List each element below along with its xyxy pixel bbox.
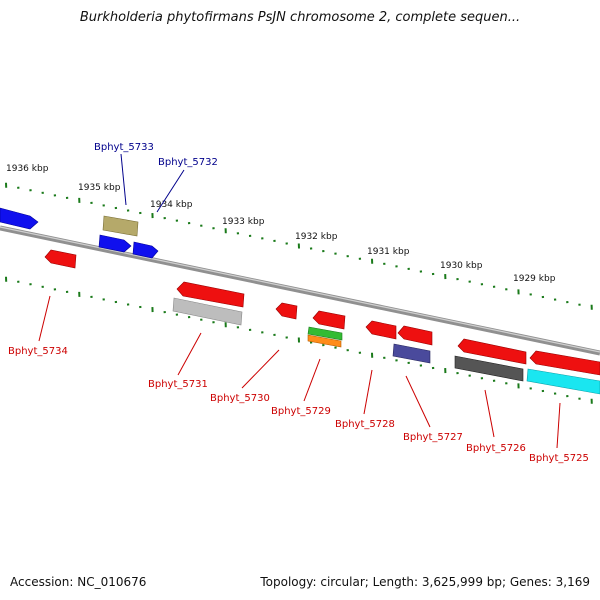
chromosome-backbone xyxy=(0,225,600,356)
leader-line xyxy=(484,389,495,438)
topology-summary: Topology: circular; Length: 3,625,999 bp… xyxy=(260,575,590,589)
gene-label[interactable]: Bphyt_5727 xyxy=(403,432,463,443)
kbp-label: 1929 kbp xyxy=(513,274,556,284)
kbp-label: 1932 kbp xyxy=(295,232,338,242)
leader-line xyxy=(363,369,373,415)
kbp-label: 1933 kbp xyxy=(222,217,265,227)
kbp-label: 1931 kbp xyxy=(367,247,410,257)
gene-arrow[interactable] xyxy=(44,249,77,269)
gene-block[interactable] xyxy=(307,334,342,348)
gene-features[interactable] xyxy=(0,207,600,395)
gene-label[interactable]: Bphyt_5732 xyxy=(158,157,218,168)
gene-arrow[interactable] xyxy=(457,338,527,365)
kbp-label: 1934 kbp xyxy=(150,200,193,210)
gene-arrow[interactable] xyxy=(312,310,346,330)
gene-arrow[interactable] xyxy=(176,281,245,308)
kbp-label: 1930 kbp xyxy=(440,261,483,271)
gene-label[interactable]: Bphyt_5731 xyxy=(148,379,208,390)
gene-block[interactable] xyxy=(102,215,139,237)
tick-row-forward xyxy=(5,182,593,310)
gene-arrow[interactable] xyxy=(365,320,397,340)
gene-arrow[interactable] xyxy=(397,325,433,346)
gene-block[interactable] xyxy=(526,368,600,395)
gene-block[interactable] xyxy=(454,355,524,382)
gene-arrow[interactable] xyxy=(275,302,298,320)
leader-line xyxy=(405,375,431,428)
leader-line xyxy=(177,332,202,376)
sequence-title: Burkholderia phytofirmans PsJN chromosom… xyxy=(79,10,521,25)
gene-block[interactable] xyxy=(307,326,343,341)
leader-line xyxy=(38,295,51,342)
gene-arrow[interactable] xyxy=(132,241,159,259)
accession-text: Accession: NC_010676 xyxy=(10,575,147,589)
gene-label[interactable]: Bphyt_5725 xyxy=(529,453,589,464)
leader-line xyxy=(120,153,127,206)
gene-label[interactable]: Bphyt_5729 xyxy=(271,406,331,417)
gene-label[interactable]: Bphyt_5728 xyxy=(335,419,395,430)
leader-line xyxy=(241,349,280,389)
leader-line xyxy=(556,402,561,449)
kbp-label: 1935 kbp xyxy=(78,183,121,193)
gene-label[interactable]: Bphyt_5734 xyxy=(8,346,68,357)
tick-row-reverse xyxy=(5,276,593,404)
gene-arrow[interactable] xyxy=(98,234,132,253)
gene-label[interactable]: Bphyt_5730 xyxy=(210,393,270,404)
leader-line xyxy=(156,169,185,213)
gene-arrow[interactable] xyxy=(0,207,39,230)
gene-block[interactable] xyxy=(172,297,243,326)
gene-label[interactable]: Bphyt_5733 xyxy=(94,142,154,153)
leader-line xyxy=(303,358,321,402)
gene-arrow[interactable] xyxy=(529,350,600,376)
kbp-label: 1936 kbp xyxy=(6,164,49,174)
gene-block[interactable] xyxy=(392,343,431,364)
gene-label[interactable]: Bphyt_5726 xyxy=(466,443,526,454)
